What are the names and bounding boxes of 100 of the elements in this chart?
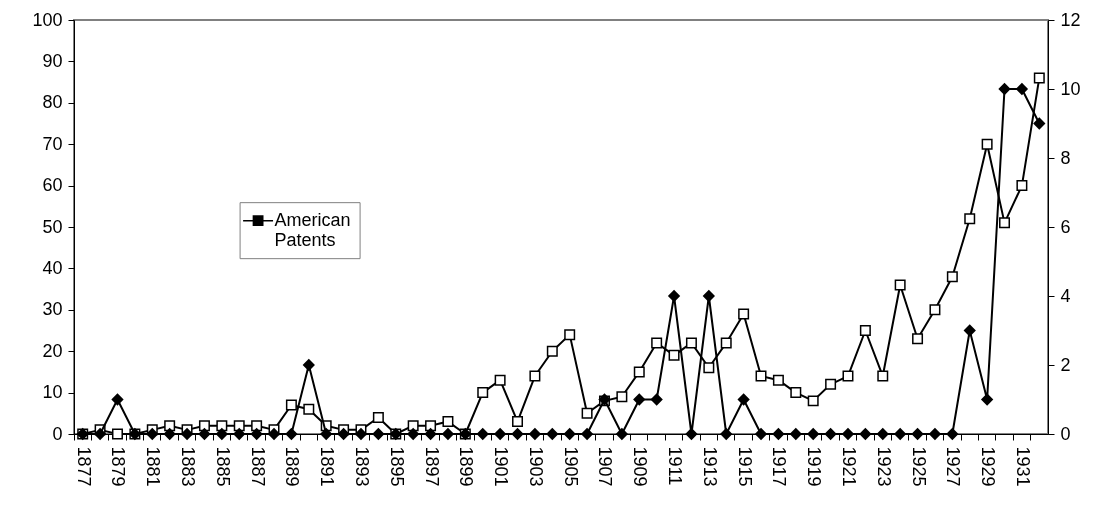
point xyxy=(703,362,715,374)
point xyxy=(198,428,211,440)
point xyxy=(285,428,298,440)
point xyxy=(546,428,559,440)
point xyxy=(911,428,924,440)
x-tick-label: 1917 xyxy=(769,446,790,487)
x-tick-label: 1895 xyxy=(386,446,407,487)
y2-tick-label: 6 xyxy=(1060,216,1071,237)
point xyxy=(511,428,524,440)
point xyxy=(337,428,350,440)
x-tick-label: 1899 xyxy=(456,446,477,487)
point xyxy=(94,428,106,440)
x-tick-label: 1909 xyxy=(630,446,651,487)
point xyxy=(442,428,454,440)
point xyxy=(198,420,210,432)
x-tick-label: 1911 xyxy=(665,446,686,486)
x-tick-label: 1927 xyxy=(943,446,964,487)
y-tick-label: 100 xyxy=(32,9,63,30)
point xyxy=(181,428,193,440)
y-tick-label: 90 xyxy=(42,50,63,71)
point xyxy=(546,345,558,357)
point xyxy=(1033,72,1045,84)
point xyxy=(163,428,176,440)
point xyxy=(355,428,367,440)
y2-tick-label: 4 xyxy=(1060,285,1071,306)
point xyxy=(912,333,924,345)
point xyxy=(476,428,489,440)
point xyxy=(894,428,906,440)
point xyxy=(807,428,819,440)
point xyxy=(564,329,576,341)
point xyxy=(616,391,628,403)
point xyxy=(877,370,889,382)
x-tick-label: 1889 xyxy=(282,446,303,487)
y-tick-label: 80 xyxy=(42,92,63,113)
point xyxy=(685,428,698,440)
point xyxy=(216,428,228,440)
point xyxy=(859,428,872,440)
y-tick-label: 40 xyxy=(42,257,63,278)
x-tick-label: 1891 xyxy=(317,446,338,487)
point xyxy=(1033,117,1046,130)
x-tick-label: 1907 xyxy=(595,446,616,487)
point xyxy=(1016,180,1028,192)
point xyxy=(303,359,315,371)
y-tick-label: 60 xyxy=(42,175,63,196)
point xyxy=(424,428,437,440)
x-tick-label: 1913 xyxy=(699,446,720,487)
point xyxy=(894,279,906,291)
y-tick-label: 0 xyxy=(52,423,63,444)
point xyxy=(320,428,332,440)
point xyxy=(425,420,437,432)
x-tick-label: 1903 xyxy=(525,446,546,487)
point xyxy=(372,428,385,440)
point xyxy=(842,370,854,382)
legend-label: American Patents xyxy=(274,209,351,250)
y-tick-label: 50 xyxy=(42,216,63,237)
x-tick-label: 1887 xyxy=(247,446,268,487)
x-tick-label: 1881 xyxy=(143,446,164,487)
point xyxy=(807,395,819,407)
point xyxy=(372,411,384,423)
point xyxy=(738,308,750,320)
x-tick-label: 1893 xyxy=(351,446,372,487)
point xyxy=(285,399,297,411)
point xyxy=(668,349,680,361)
point xyxy=(685,337,697,349)
x-tick-label: 1923 xyxy=(873,446,894,487)
x-tick-label: 1905 xyxy=(560,446,581,487)
point xyxy=(772,374,784,386)
point xyxy=(877,428,889,440)
point xyxy=(755,428,767,440)
point xyxy=(737,393,750,406)
point xyxy=(946,428,959,440)
point xyxy=(650,393,663,406)
point xyxy=(512,416,524,428)
point xyxy=(998,83,1011,95)
point xyxy=(407,420,419,432)
x-tick-label: 1921 xyxy=(838,446,859,487)
point xyxy=(824,428,837,440)
point xyxy=(250,428,263,440)
point xyxy=(842,428,854,440)
x-tick-label: 1925 xyxy=(908,446,929,487)
point xyxy=(720,337,732,349)
point xyxy=(216,420,228,432)
point xyxy=(999,217,1011,229)
point xyxy=(233,428,245,440)
y-tick-label: 30 xyxy=(42,299,63,320)
x-tick-label: 1897 xyxy=(421,446,442,487)
point xyxy=(164,420,176,432)
point xyxy=(581,428,593,440)
y2-tick-label: 8 xyxy=(1060,147,1071,168)
point xyxy=(268,428,280,440)
point xyxy=(929,304,941,316)
y-tick-label: 10 xyxy=(42,382,63,403)
point xyxy=(963,324,976,337)
point xyxy=(1016,83,1028,95)
y2-tick-label: 2 xyxy=(1060,354,1071,375)
point xyxy=(964,213,976,225)
point xyxy=(529,428,541,440)
point xyxy=(825,378,837,390)
point xyxy=(633,366,645,378)
x-tick-label: 1931 xyxy=(1012,446,1033,487)
